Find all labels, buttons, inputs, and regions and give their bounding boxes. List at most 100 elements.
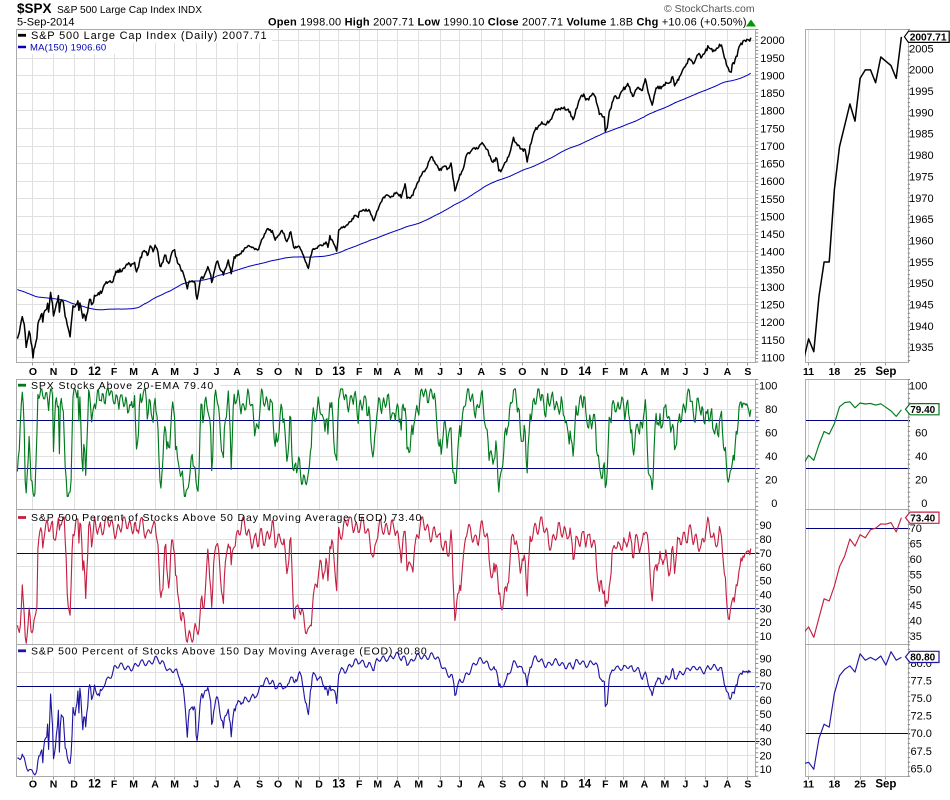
svg-text:2000: 2000 xyxy=(909,65,933,77)
svg-text:18: 18 xyxy=(829,366,841,378)
svg-text:1975: 1975 xyxy=(909,171,933,183)
svg-text:Sep: Sep xyxy=(875,366,896,378)
svg-text:11: 11 xyxy=(803,779,814,791)
svg-text:S: S xyxy=(256,366,263,378)
svg-text:A: A xyxy=(478,779,486,791)
svg-text:70: 70 xyxy=(910,523,922,535)
svg-text:A: A xyxy=(151,366,159,378)
svg-text:1995: 1995 xyxy=(909,86,933,98)
svg-text:J: J xyxy=(193,779,199,791)
svg-text:2000: 2000 xyxy=(760,35,784,47)
svg-text:65.0: 65.0 xyxy=(910,763,931,775)
svg-text:1150: 1150 xyxy=(761,335,785,347)
svg-text:70: 70 xyxy=(759,548,771,560)
svg-text:65: 65 xyxy=(910,538,922,550)
svg-text:80: 80 xyxy=(759,667,771,679)
svg-text:F: F xyxy=(356,366,363,378)
svg-text:A: A xyxy=(724,779,732,791)
svg-text:10: 10 xyxy=(759,764,771,776)
svg-text:1700: 1700 xyxy=(760,141,784,153)
svg-text:90: 90 xyxy=(759,520,771,532)
svg-text:D: D xyxy=(70,779,78,791)
svg-text:73.40: 73.40 xyxy=(910,513,935,524)
svg-text:40: 40 xyxy=(765,451,777,463)
svg-text:30: 30 xyxy=(759,603,771,615)
svg-text:S: S xyxy=(744,366,751,378)
svg-text:M: M xyxy=(170,779,179,791)
svg-text:M: M xyxy=(414,366,423,378)
svg-text:72.5: 72.5 xyxy=(910,711,931,723)
svg-text:S&P 500 Percent of Stocks Abov: S&P 500 Percent of Stocks Above 50 Day M… xyxy=(31,512,422,524)
svg-text:$SPX: $SPX xyxy=(17,1,52,16)
svg-text:67.5: 67.5 xyxy=(910,746,931,758)
svg-text:55: 55 xyxy=(910,569,922,581)
svg-text:1450: 1450 xyxy=(760,229,784,241)
svg-text:1250: 1250 xyxy=(760,300,784,312)
svg-text:12: 12 xyxy=(88,779,101,791)
svg-text:N: N xyxy=(50,366,58,378)
svg-text:J: J xyxy=(682,366,688,378)
svg-text:60: 60 xyxy=(759,695,771,707)
svg-text:A: A xyxy=(641,366,649,378)
svg-text:INDX: INDX xyxy=(178,5,202,16)
svg-text:A: A xyxy=(724,366,732,378)
svg-text:Open 1998.00 High 2007.71 Low: Open 1998.00 High 2007.71 Low 1990.10 Cl… xyxy=(268,17,747,29)
svg-text:J: J xyxy=(703,366,709,378)
svg-text:79.40: 79.40 xyxy=(910,405,935,416)
svg-text:M: M xyxy=(129,366,138,378)
svg-text:N: N xyxy=(541,779,549,791)
svg-text:S: S xyxy=(744,779,751,791)
svg-text:M: M xyxy=(619,366,628,378)
svg-text:5-Sep-2014: 5-Sep-2014 xyxy=(17,17,75,29)
svg-text:1970: 1970 xyxy=(909,193,933,205)
svg-text:D: D xyxy=(70,366,78,378)
svg-text:M: M xyxy=(170,366,179,378)
svg-text:A: A xyxy=(394,366,402,378)
svg-text:14: 14 xyxy=(578,779,591,791)
svg-text:40: 40 xyxy=(915,451,927,463)
svg-text:1400: 1400 xyxy=(760,247,784,259)
svg-text:1350: 1350 xyxy=(760,264,784,276)
svg-text:F: F xyxy=(111,779,118,791)
svg-text:1950: 1950 xyxy=(760,53,784,65)
svg-text:A: A xyxy=(233,366,241,378)
svg-text:M: M xyxy=(129,779,138,791)
svg-text:1960: 1960 xyxy=(909,236,933,248)
svg-text:14: 14 xyxy=(578,366,591,378)
svg-text:90: 90 xyxy=(759,654,771,666)
svg-text:S&P 500 Percent of Stocks Abov: S&P 500 Percent of Stocks Above 150 Day … xyxy=(31,646,428,658)
svg-text:1965: 1965 xyxy=(909,214,933,226)
svg-text:100: 100 xyxy=(759,380,777,392)
svg-text:D: D xyxy=(315,366,323,378)
svg-text:12: 12 xyxy=(88,366,101,378)
svg-text:70: 70 xyxy=(759,681,771,693)
svg-text:M: M xyxy=(373,366,382,378)
svg-text:1100: 1100 xyxy=(761,352,785,364)
svg-text:18: 18 xyxy=(829,779,841,791)
svg-text:1800: 1800 xyxy=(760,106,784,118)
svg-text:D: D xyxy=(561,366,569,378)
svg-text:50: 50 xyxy=(910,585,922,597)
svg-text:N: N xyxy=(295,366,303,378)
svg-text:M: M xyxy=(619,779,628,791)
svg-text:60: 60 xyxy=(910,554,922,566)
svg-text:11: 11 xyxy=(803,366,814,378)
svg-text:J: J xyxy=(703,779,709,791)
svg-text:50: 50 xyxy=(759,709,771,721)
svg-text:S: S xyxy=(499,779,506,791)
svg-text:60: 60 xyxy=(765,428,777,440)
svg-text:1950: 1950 xyxy=(909,278,933,290)
svg-text:D: D xyxy=(315,779,323,791)
svg-text:1955: 1955 xyxy=(909,257,933,269)
svg-text:1990: 1990 xyxy=(909,107,933,119)
svg-text:80: 80 xyxy=(765,404,777,416)
svg-text:1200: 1200 xyxy=(760,317,784,329)
svg-text:Sep: Sep xyxy=(875,779,896,791)
svg-text:1600: 1600 xyxy=(760,176,784,188)
svg-text:F: F xyxy=(356,779,363,791)
svg-text:SPX Stocks Above 20-EMA 79.40: SPX Stocks Above 20-EMA 79.40 xyxy=(31,380,214,392)
svg-text:77.5: 77.5 xyxy=(910,675,931,687)
svg-text:20: 20 xyxy=(915,475,927,487)
svg-text:O: O xyxy=(518,366,526,378)
svg-text:M: M xyxy=(661,779,670,791)
